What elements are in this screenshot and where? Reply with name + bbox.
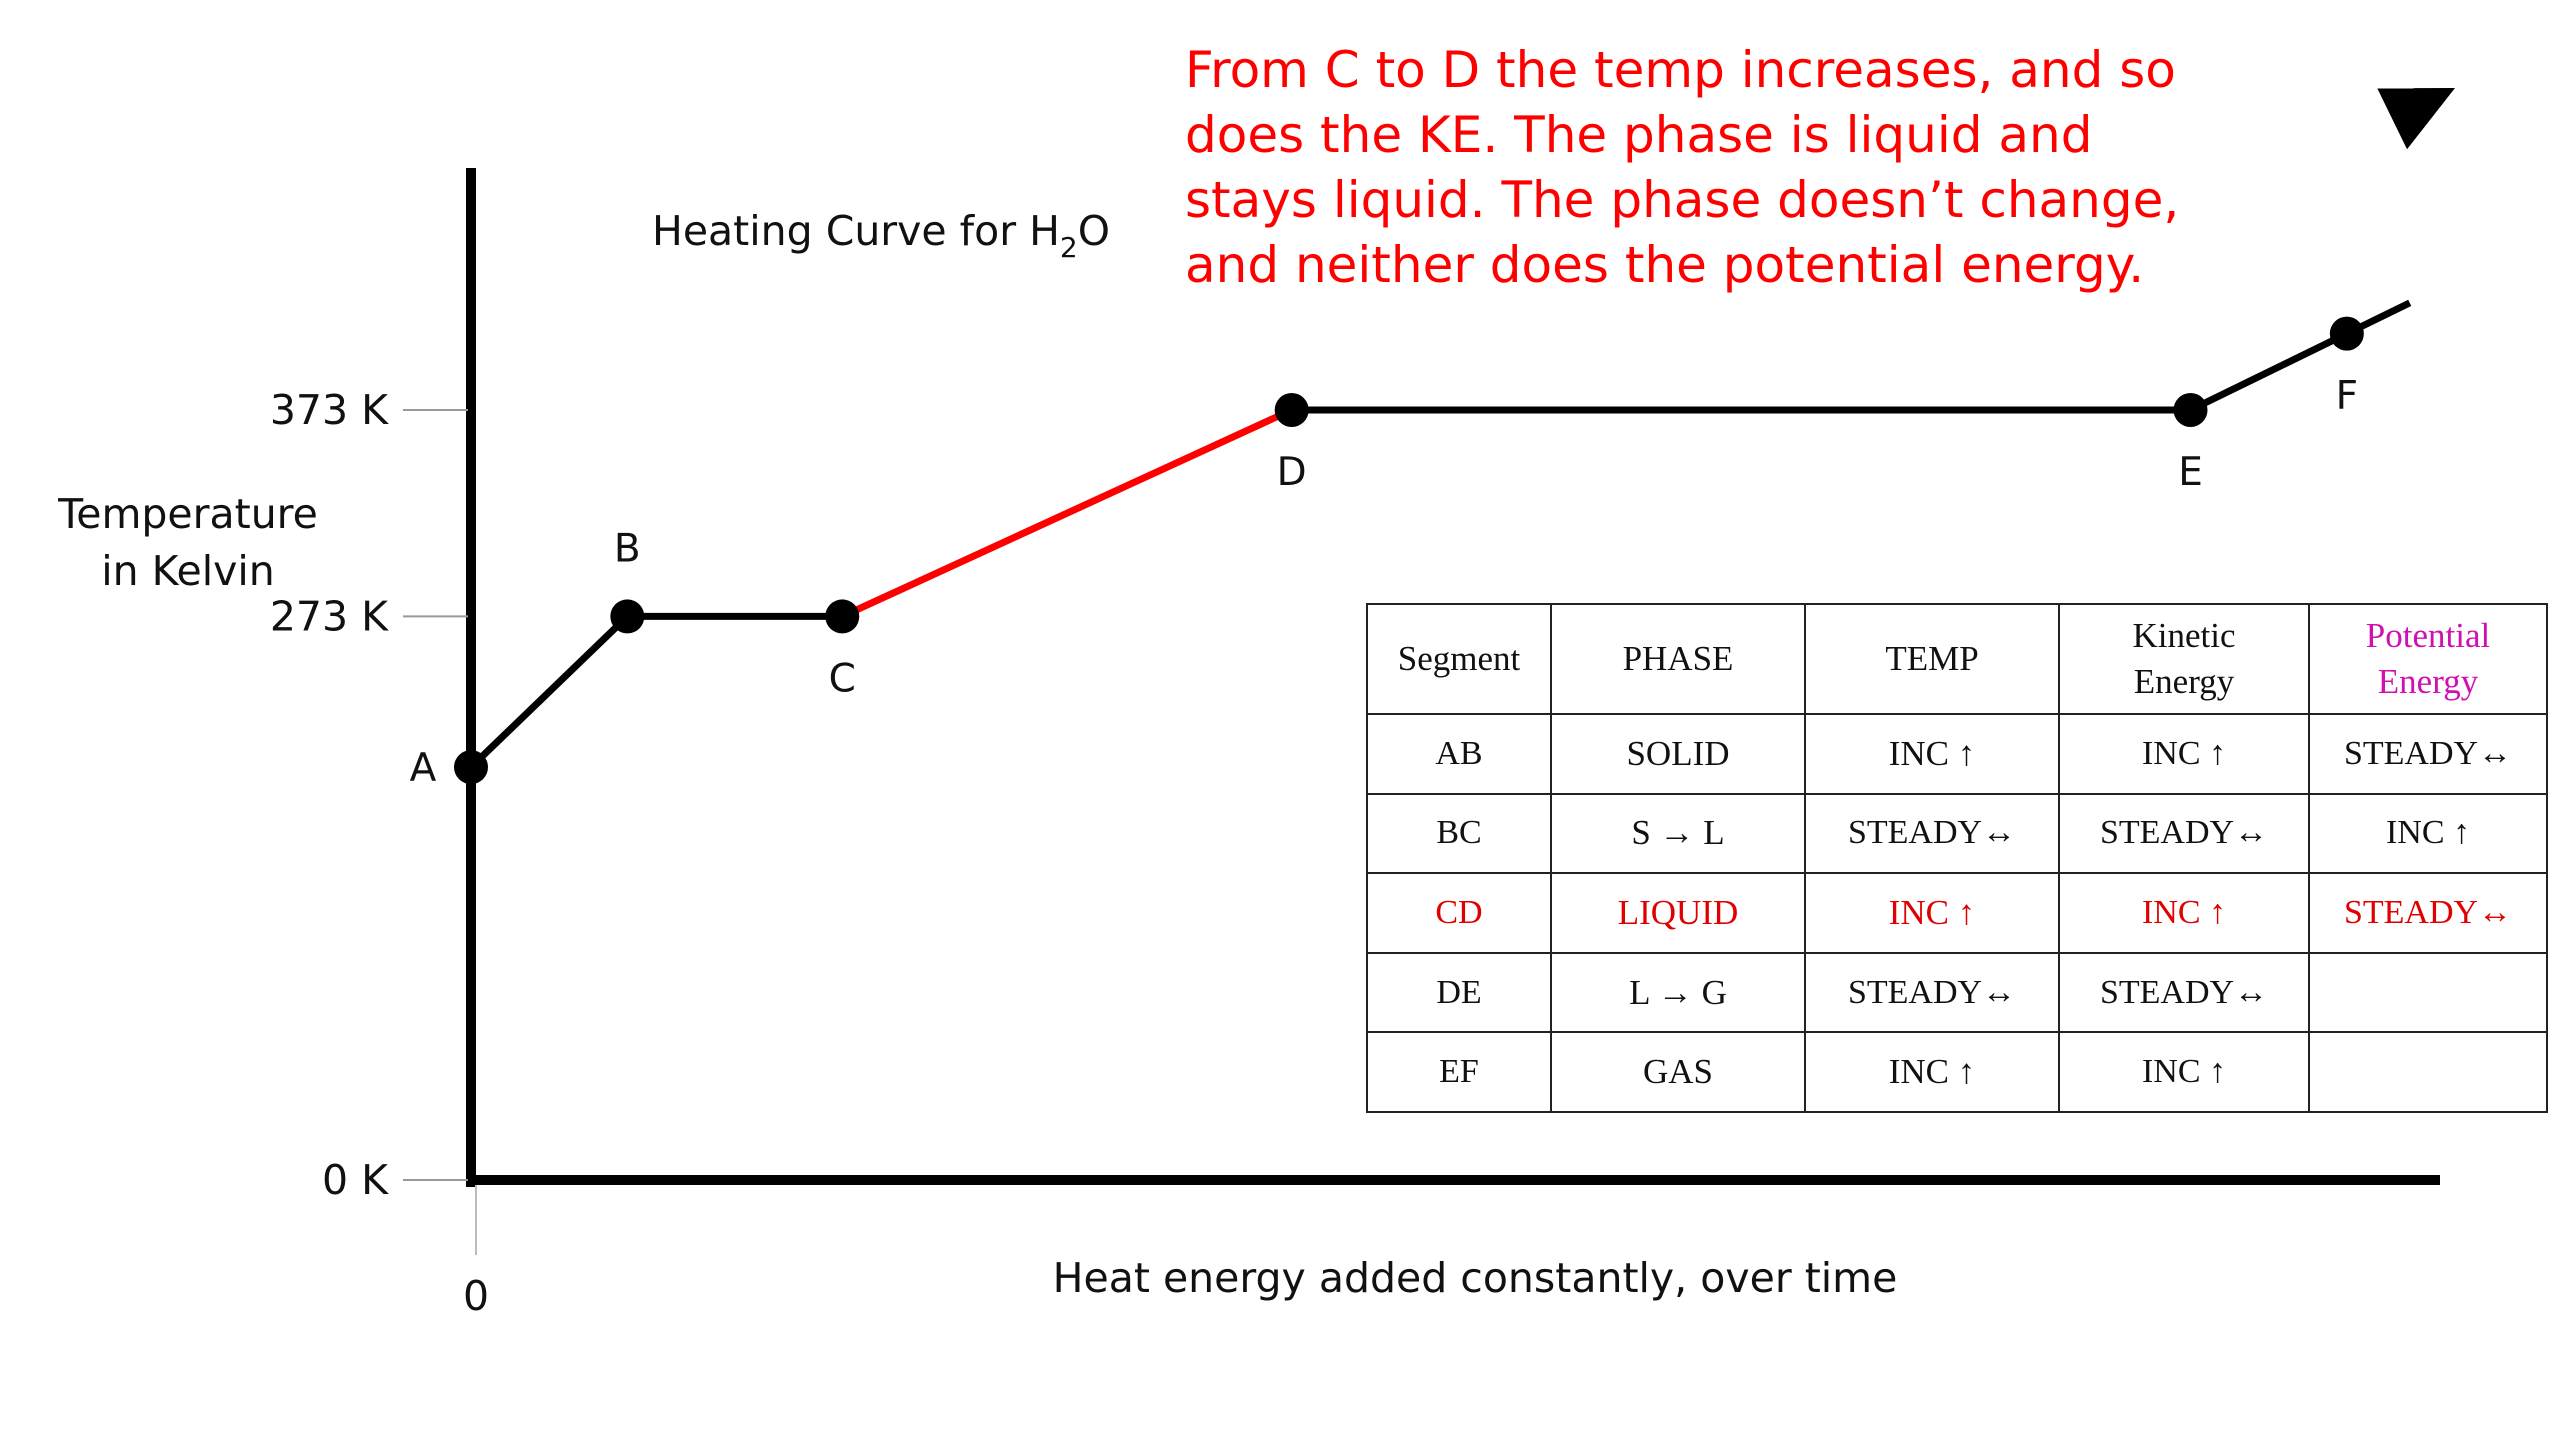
curve-segments (467, 330, 2351, 771)
y-axis-label-line2: in Kelvin (101, 547, 275, 595)
table-header-row: Segment PHASE TEMP Kinetic Energy Potent… (1366, 603, 2548, 715)
segment-summary-table: Segment PHASE TEMP Kinetic Energy Potent… (1366, 603, 2548, 1113)
cell-phase: GAS (1550, 1031, 1806, 1113)
point-label-a: A (410, 746, 437, 791)
y-tick-label: 373 K (270, 386, 389, 434)
segment-cd (838, 406, 1296, 620)
y-ticks: 0 K 273 K 373 K (270, 386, 468, 1204)
summary-table: Segment PHASE TEMP Kinetic Energy Potent… (1366, 603, 2548, 1113)
cell-pe (2308, 951, 2548, 1034)
annotation-line: From C to D the temp increases, and so (1185, 41, 2176, 99)
header-segment: Segment (1366, 603, 1552, 715)
cell-segment: AB (1366, 713, 1552, 795)
table-row-highlighted: CD LIQUID INC ↑ INC ↑ STEADY↔ (1366, 872, 2548, 954)
header-temp: TEMP (1804, 603, 2060, 715)
cell-pe: INC ↑ (2308, 792, 2548, 875)
curve-points (454, 316, 2364, 785)
cell-pe: STEADY↔ (2308, 713, 2548, 795)
point-a (454, 750, 488, 785)
cell-ke: INC ↑ (2058, 713, 2310, 795)
point-label-f: F (2336, 374, 2358, 419)
segment-ab (467, 612, 631, 771)
annotation-note: From C to D the temp increases, and so d… (1185, 38, 2305, 298)
point-e (2173, 393, 2208, 427)
chart-title-subscript: 2 (1060, 231, 1078, 264)
cell-segment: DE (1366, 951, 1552, 1034)
point-f (2329, 316, 2364, 351)
table-row: AB SOLID INC ↑ INC ↑ STEADY↔ (1366, 713, 2548, 795)
annotation-line: and neither does the potential energy. (1185, 236, 2145, 294)
header-phase: PHASE (1550, 603, 1806, 715)
cell-temp: INC ↑ (1804, 713, 2060, 795)
point-d (1274, 393, 1309, 427)
chart-title: Heating Curve for H2O (652, 207, 1110, 264)
point-label-c: C (829, 656, 856, 701)
header-pe-line1: Potential (2365, 616, 2491, 655)
cell-temp: STEADY↔ (1804, 792, 2060, 875)
cell-pe: STEADY↔ (2308, 872, 2548, 954)
cell-temp: INC ↑ (1804, 1031, 2060, 1113)
cell-ke: INC ↑ (2058, 872, 2310, 954)
segment-ef (2187, 330, 2351, 414)
cell-segment: EF (1366, 1031, 1552, 1113)
cell-temp: INC ↑ (1804, 872, 2060, 954)
cell-ke: STEADY↔ (2058, 951, 2310, 1034)
table-row: BC S → L STEADY↔ STEADY↔ INC ↑ (1366, 792, 2548, 875)
table-row: DE L → G STEADY↔ STEADY↔ (1366, 951, 2548, 1034)
header-kinetic-energy: Kinetic Energy (2058, 603, 2310, 715)
cell-segment: BC (1366, 792, 1552, 875)
header-ke-line1: Kinetic (2132, 616, 2236, 655)
cell-phase: LIQUID (1550, 872, 1806, 954)
y-tick-label: 273 K (270, 592, 389, 640)
cell-phase: L → G (1550, 951, 1806, 1034)
cell-segment: CD (1366, 872, 1552, 954)
cell-pe (2308, 1031, 2548, 1113)
cell-ke: STEADY↔ (2058, 792, 2310, 875)
header-ke-line2: Energy (2133, 662, 2235, 701)
point-b (610, 599, 645, 634)
arrow-head (2377, 88, 2455, 150)
table-row: EF GAS INC ↑ INC ↑ (1366, 1031, 2548, 1113)
cell-ke: INC ↑ (2058, 1031, 2310, 1113)
y-axis-label-line1: Temperature (57, 490, 318, 538)
x-axis-label: Heat energy added constantly, over time (1053, 1254, 1898, 1302)
header-potential-energy: Potential Energy (2308, 603, 2548, 715)
annotation-line: does the KE. The phase is liquid and (1185, 106, 2093, 164)
point-label-b: B (614, 526, 641, 571)
curve-arrow (2345, 88, 2455, 337)
x-tick-zero: 0 (463, 1272, 489, 1320)
cell-temp: STEADY↔ (1804, 951, 2060, 1034)
point-label-d: D (1277, 450, 1307, 495)
axes (466, 168, 2440, 1255)
cell-phase: SOLID (1550, 713, 1806, 795)
point-label-e: E (2178, 450, 2203, 495)
header-pe-line2: Energy (2377, 662, 2479, 701)
annotation-line: stays liquid. The phase doesn’t change, (1185, 171, 2180, 229)
point-c (825, 599, 860, 634)
y-tick-label: 0 K (322, 1156, 389, 1204)
cell-phase: S → L (1550, 792, 1806, 875)
chart-title-end: O (1078, 207, 1110, 255)
